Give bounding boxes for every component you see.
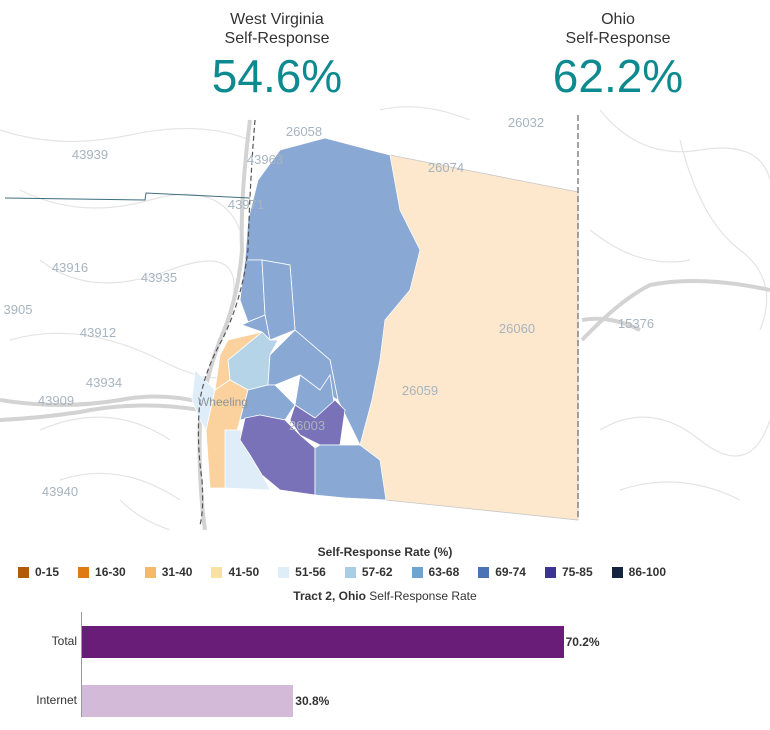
stat-value: 62.2% [552,50,684,102]
legend-label: 51-56 [295,565,326,579]
census-tracts [191,137,579,521]
legend-label: 41-50 [228,565,260,579]
zip-label: 26059 [402,383,438,398]
legend-item[interactable]: 57-62 [344,565,393,579]
zip-label: 43916 [52,260,88,275]
legend-swatch [544,566,556,578]
stat-metric-name: Self-Response [224,30,330,47]
bar-value-label: 30.8% [295,694,330,708]
zip-label: 26032 [508,115,544,130]
legend-label: 69-74 [495,565,526,579]
legend-item[interactable]: 51-56 [278,565,326,579]
zip-label: 15376 [618,316,654,331]
legend-label: 0-15 [35,565,60,579]
bar[interactable] [82,626,564,658]
legend: 0-15 16-30 31-40 41-50 51-56 57-62 63-68 69-74 7… [18,565,685,579]
ohio-stat: Ohio Self-Response 62.2% [498,10,738,102]
zip-label: 43971 [228,197,264,212]
legend-item[interactable]: 86-100 [611,565,667,579]
road-network [0,106,770,530]
zip-label: 43963 [247,152,283,167]
legend-swatch [344,566,356,578]
stat-metric-name: Self-Response [565,30,671,47]
bar-axis-line [81,612,82,717]
zip-label: 43909 [38,393,74,408]
legend-title: Self-Response Rate (%) [317,545,453,559]
legend-label: 63-68 [428,565,460,579]
legend-label: 57-62 [361,565,393,579]
legend-swatch [18,566,29,578]
tract-south-blue [314,444,387,501]
zip-label: 26058 [286,124,322,139]
tract-strip-mid [261,259,296,341]
legend-item[interactable]: 0-15 [18,565,59,579]
tract-name: Tract 2, Ohio [293,589,366,603]
legend-item[interactable]: 63-68 [411,565,460,579]
legend-swatch [278,566,290,578]
place-label-wheeling: Wheeling [198,395,248,409]
zip-label: 43912 [80,325,116,340]
legend-item[interactable]: 41-50 [211,565,259,579]
bar-label: Total [51,634,77,648]
legend-label: 16-30 [95,565,126,579]
zip-label: 43935 [141,270,177,285]
tract-chart-subtitle: Self-Response Rate [365,589,477,603]
legend-label: 75-85 [561,565,593,579]
legend-label: 86-100 [628,565,667,579]
legend-item[interactable]: 69-74 [478,565,526,579]
legend-item[interactable]: 16-30 [78,565,126,579]
stat-state-name: West Virginia [230,11,324,28]
legend-swatch [78,566,90,578]
tract-light-west [191,369,216,432]
stat-state-name: Ohio [601,11,635,28]
zip-label: 3905 [4,302,33,317]
west-virginia-stat: West Virginia Self-Response 54.6% [157,10,397,102]
legend-item[interactable]: 75-85 [544,565,593,579]
zip-labels: 26058 26032 43963 43939 26074 43971 4391… [4,115,655,499]
zip-label: 26074 [428,160,464,175]
bar-value-label: 70.2% [565,635,600,649]
bar[interactable] [82,685,294,717]
tract-central-3 [239,384,296,421]
state-boundary-line [4,192,251,201]
self-response-map[interactable]: 26058 26032 43963 43939 26074 43971 4391… [0,100,770,530]
zip-label: 43940 [42,484,78,499]
bar-row: Total 70.2% [0,626,770,658]
stat-value: 54.6% [211,50,343,102]
legend-swatch [144,566,156,578]
zip-label: 43934 [86,375,122,390]
legend-swatch [211,566,223,578]
bar-label: Internet [36,693,77,707]
legend-item[interactable]: 31-40 [144,565,193,579]
tract-strip-north [239,259,266,323]
zip-label: 26060 [499,321,535,336]
zip-label: 43939 [72,147,108,162]
legend-swatch [411,566,423,578]
river-border-dashed [197,119,256,526]
zip-label: 26003 [289,418,325,433]
bar-row: Internet 30.8% [0,685,770,717]
legend-swatch [611,566,623,578]
legend-swatch [478,566,490,578]
tract-chart-title: Tract 2, Ohio Self-Response Rate [0,589,770,603]
legend-label: 31-40 [161,565,193,579]
